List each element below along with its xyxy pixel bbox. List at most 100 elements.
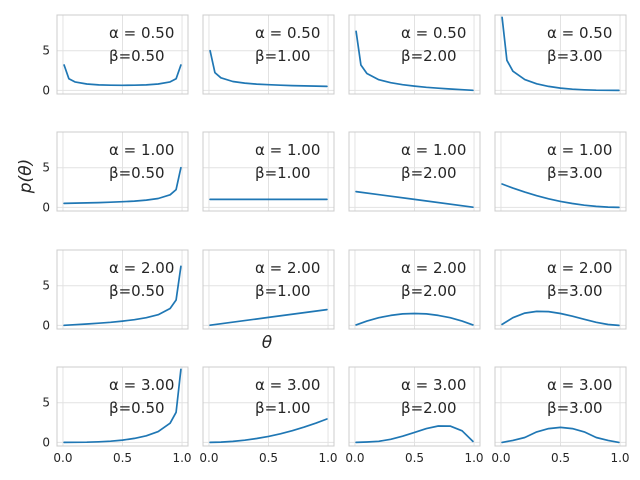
panel-label-beta: β=2.00 bbox=[401, 164, 457, 182]
density-line bbox=[501, 310, 620, 327]
panel-label-beta: β=2.00 bbox=[401, 282, 457, 300]
panel-12: α = 2.00 β=3.00 bbox=[494, 249, 627, 330]
x-tick-label: 0.5 bbox=[405, 451, 424, 465]
panel-5: α = 1.00 β=0.50 0 5 bbox=[42, 131, 189, 214]
panel-15: α = 3.00 β=2.00 0.0 0.5 1.0 bbox=[345, 366, 484, 465]
panel-label-beta: β=0.50 bbox=[109, 164, 165, 182]
panel-7: α = 1.00 β=2.00 bbox=[348, 131, 481, 212]
panel-frame bbox=[202, 131, 335, 212]
panel-frame bbox=[56, 14, 189, 95]
density-line bbox=[355, 312, 474, 326]
panel-frame bbox=[348, 14, 481, 95]
panel-1: α = 0.50 β=0.50 0 5 bbox=[42, 14, 189, 97]
panel-label-beta: β=0.50 bbox=[109, 282, 165, 300]
panel-label-beta: β=1.00 bbox=[255, 282, 311, 300]
panel-frame bbox=[494, 14, 627, 95]
panel-label-alpha: α = 3.00 bbox=[401, 376, 466, 394]
y-tick-label: 0 bbox=[42, 318, 50, 332]
x-tick-label: 0.5 bbox=[113, 451, 132, 465]
x-tick-label: 1.0 bbox=[172, 451, 191, 465]
y-tick-label: 5 bbox=[42, 396, 50, 410]
panel-frame bbox=[348, 131, 481, 212]
panel-11: α = 2.00 β=2.00 bbox=[348, 249, 481, 330]
y-tick-label: 5 bbox=[42, 279, 50, 293]
panel-label-beta: β=2.00 bbox=[401, 399, 457, 417]
y-tick-label: 0 bbox=[42, 83, 50, 97]
panel-label-beta: β=3.00 bbox=[547, 282, 603, 300]
panel-frame bbox=[56, 249, 189, 330]
y-tick-label: 0 bbox=[42, 200, 50, 214]
panel-label-alpha: α = 2.00 bbox=[109, 259, 174, 277]
panel-label-alpha: α = 0.50 bbox=[109, 24, 174, 42]
panel-frame bbox=[56, 131, 189, 212]
panel-label-alpha: α = 2.00 bbox=[547, 259, 612, 277]
panel-label-beta: β=0.50 bbox=[109, 399, 165, 417]
x-tick-label: 0.0 bbox=[199, 451, 218, 465]
panel-label-alpha: α = 1.00 bbox=[401, 141, 466, 159]
panel-4: α = 0.50 β=3.00 bbox=[494, 14, 627, 95]
density-line bbox=[209, 49, 328, 88]
panels: α = 0.50 β=0.50 0 5 α = 0.50 β=1.00 α = 0.50 β=… bbox=[42, 14, 630, 465]
density-line bbox=[63, 265, 182, 327]
panel-label-alpha: α = 0.50 bbox=[547, 24, 612, 42]
panel-label-alpha: α = 1.00 bbox=[109, 141, 174, 159]
panel-label-beta: β=3.00 bbox=[547, 164, 603, 182]
density-line bbox=[501, 183, 620, 209]
density-line bbox=[501, 426, 620, 444]
density-line bbox=[355, 425, 474, 444]
panel-label-alpha: α = 1.00 bbox=[547, 141, 612, 159]
x-tick-label: 1.0 bbox=[318, 451, 337, 465]
panel-label-alpha: α = 0.50 bbox=[255, 24, 320, 42]
y-tick-label: 0 bbox=[42, 435, 50, 449]
panel-label-alpha: α = 1.00 bbox=[255, 141, 320, 159]
panel-2: α = 0.50 β=1.00 bbox=[202, 14, 335, 95]
panel-frame bbox=[494, 366, 627, 447]
panel-16: α = 3.00 β=3.00 0.0 0.5 1.0 bbox=[491, 366, 630, 465]
x-tick-label: 1.0 bbox=[610, 451, 629, 465]
panel-frame bbox=[348, 366, 481, 447]
y-tick-label: 5 bbox=[42, 161, 50, 175]
density-line bbox=[355, 30, 474, 92]
panel-label-beta: β=0.50 bbox=[109, 47, 165, 65]
panel-label-beta: β=1.00 bbox=[255, 164, 311, 182]
panel-frame bbox=[56, 366, 189, 447]
density-line bbox=[63, 166, 182, 205]
panel-9: α = 2.00 β=0.50 0 5 bbox=[42, 249, 189, 332]
panel-frame bbox=[202, 14, 335, 95]
panel-label-alpha: α = 2.00 bbox=[255, 259, 320, 277]
x-tick-label: 1.0 bbox=[464, 451, 483, 465]
x-axis-title: θ bbox=[262, 333, 273, 353]
panel-frame bbox=[494, 131, 627, 212]
density-line bbox=[355, 190, 474, 209]
panel-6: α = 1.00 β=1.00 bbox=[202, 131, 335, 212]
panel-frame bbox=[348, 249, 481, 330]
density-line bbox=[501, 16, 620, 92]
density-line bbox=[63, 368, 182, 444]
x-tick-label: 0.0 bbox=[345, 451, 364, 465]
panel-label-alpha: α = 3.00 bbox=[547, 376, 612, 394]
panel-label-beta: β=3.00 bbox=[547, 399, 603, 417]
panel-13: α = 3.00 β=0.50 0 5 0.0 0.5 1.0 bbox=[42, 366, 192, 465]
panel-frame bbox=[494, 249, 627, 330]
panel-label-beta: β=3.00 bbox=[547, 47, 603, 65]
x-tick-label: 0.5 bbox=[551, 451, 570, 465]
panel-label-alpha: α = 0.50 bbox=[401, 24, 466, 42]
panel-frame bbox=[202, 366, 335, 447]
density-line bbox=[63, 64, 182, 87]
panel-14: α = 3.00 β=1.00 0.0 0.5 1.0 bbox=[199, 366, 338, 465]
panel-label-alpha: α = 3.00 bbox=[255, 376, 320, 394]
panel-label-beta: β=1.00 bbox=[255, 47, 311, 65]
panel-10: α = 2.00 β=1.00 bbox=[202, 249, 335, 330]
panel-frame bbox=[202, 249, 335, 330]
panel-label-beta: β=2.00 bbox=[401, 47, 457, 65]
x-tick-label: 0.5 bbox=[259, 451, 278, 465]
panel-8: α = 1.00 β=3.00 bbox=[494, 131, 627, 212]
panel-label-alpha: α = 3.00 bbox=[109, 376, 174, 394]
panel-label-alpha: α = 2.00 bbox=[401, 259, 466, 277]
y-tick-label: 5 bbox=[42, 44, 50, 58]
y-axis-title: p(θ) bbox=[16, 159, 36, 194]
panel-label-beta: β=1.00 bbox=[255, 399, 311, 417]
density-line bbox=[209, 308, 328, 327]
